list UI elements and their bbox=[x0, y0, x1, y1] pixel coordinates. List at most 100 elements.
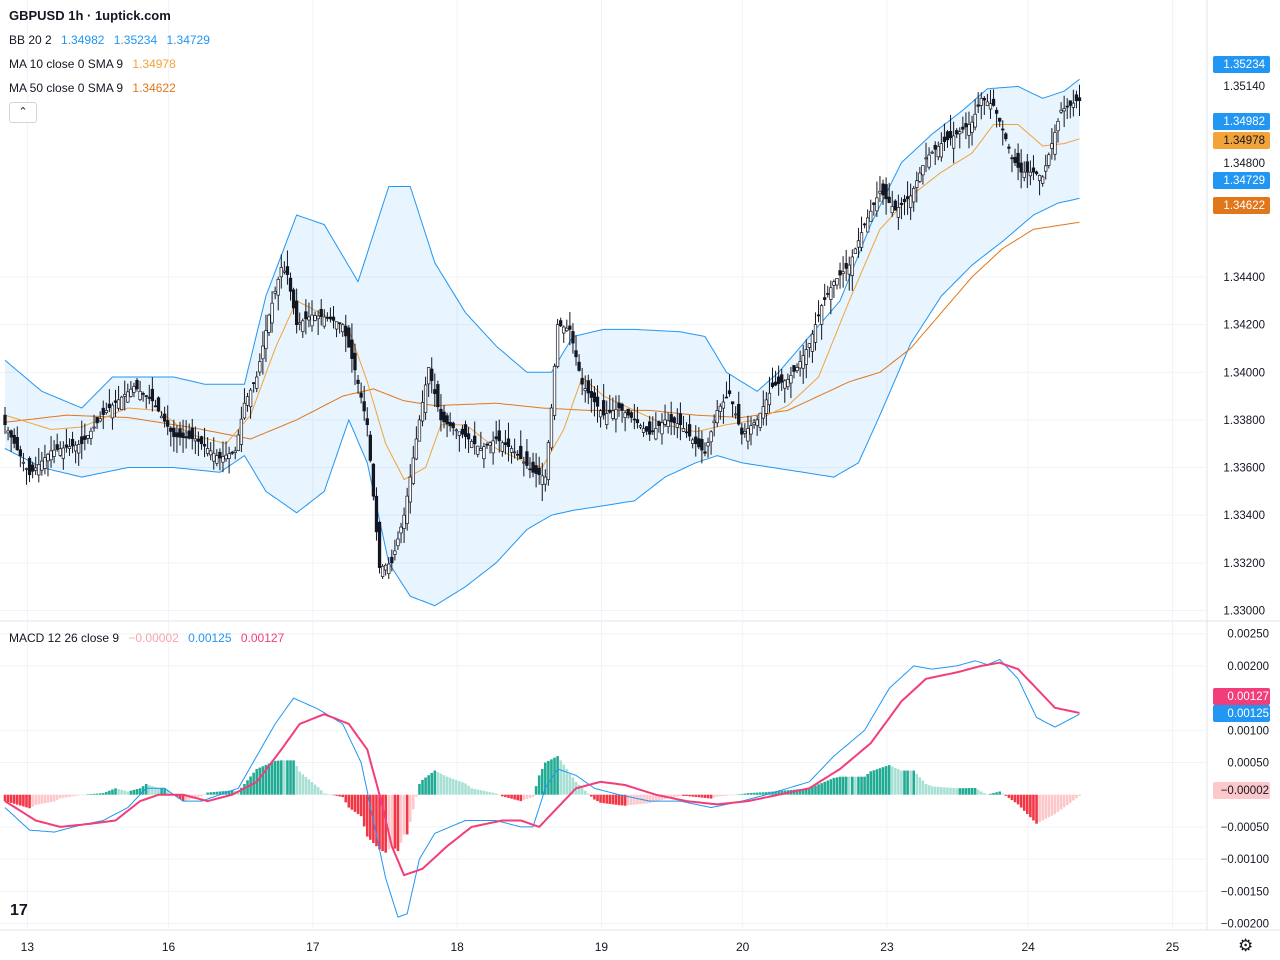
candle bbox=[427, 367, 431, 398]
candle-body bbox=[718, 405, 722, 412]
candle bbox=[691, 437, 695, 449]
candle-body bbox=[113, 400, 118, 403]
macd-histogram-bar bbox=[470, 788, 473, 795]
macd-histogram-bar bbox=[556, 756, 559, 795]
chevron-up-icon[interactable]: ⌃ bbox=[9, 102, 37, 123]
candle bbox=[761, 390, 765, 426]
price-label-box bbox=[1213, 197, 1270, 214]
candle bbox=[902, 194, 907, 216]
candle bbox=[1065, 98, 1069, 120]
candle bbox=[202, 427, 207, 458]
macd-histogram-bar bbox=[562, 764, 566, 795]
candle-body bbox=[577, 361, 581, 371]
legend-ma50[interactable]: MA 50 close 0 SMA 9 1.34622 bbox=[9, 81, 182, 95]
price-pane[interactable] bbox=[3, 78, 1082, 607]
candle-body bbox=[233, 450, 237, 453]
candle-body bbox=[727, 390, 732, 395]
candle-body bbox=[740, 427, 744, 435]
candle-body bbox=[660, 422, 664, 435]
candle-body bbox=[150, 388, 155, 402]
candle-body bbox=[169, 427, 173, 432]
candle bbox=[601, 384, 606, 420]
macd-histogram-bar bbox=[970, 788, 974, 795]
candle-body bbox=[457, 431, 462, 436]
macd-histogram-bar bbox=[37, 794, 41, 805]
macd-histogram-bar bbox=[531, 794, 535, 797]
candle-body bbox=[810, 333, 815, 352]
tradingview-logo-icon[interactable]: 17 bbox=[10, 902, 28, 919]
macd-histogram-bar bbox=[1001, 793, 1005, 795]
candle bbox=[801, 344, 805, 384]
macd-histogram-bar bbox=[95, 793, 99, 795]
candle bbox=[255, 371, 259, 393]
candle bbox=[500, 440, 504, 457]
macd-histogram-bar bbox=[998, 791, 1001, 795]
macd-histogram-bar bbox=[660, 794, 664, 800]
macd-histogram-bar bbox=[326, 793, 329, 795]
macd-histogram-bar bbox=[80, 794, 84, 796]
candle-body bbox=[896, 207, 901, 218]
candle bbox=[1074, 90, 1079, 109]
candle bbox=[282, 261, 287, 275]
macd-histogram-bar bbox=[154, 787, 157, 795]
candle bbox=[1047, 152, 1051, 169]
macd-histogram-bar bbox=[166, 790, 170, 795]
candle bbox=[169, 426, 173, 447]
candle-body bbox=[135, 379, 139, 390]
candle bbox=[439, 394, 443, 432]
candle-body bbox=[709, 431, 713, 443]
macd-histogram-bar bbox=[599, 794, 602, 803]
candle bbox=[580, 367, 584, 396]
candle-body bbox=[875, 197, 879, 212]
price-label-bb_lower: 1.34729 bbox=[1223, 175, 1265, 187]
candle bbox=[89, 427, 93, 446]
candle bbox=[482, 442, 486, 469]
macd-histogram-bar bbox=[46, 794, 50, 803]
macd-pane[interactable] bbox=[3, 659, 1081, 918]
candle bbox=[1050, 128, 1054, 160]
candle-body bbox=[331, 316, 336, 321]
candle-body bbox=[46, 453, 50, 462]
macd-histogram-bar bbox=[55, 794, 59, 800]
candle-body bbox=[199, 436, 204, 445]
candle bbox=[982, 96, 986, 115]
macd-histogram-bar bbox=[712, 794, 716, 798]
macd-histogram-bar bbox=[1050, 794, 1054, 816]
candle bbox=[776, 365, 781, 396]
candle-body bbox=[1022, 171, 1026, 178]
macd-histogram-bar bbox=[540, 768, 544, 795]
candle-body bbox=[641, 428, 646, 433]
candle bbox=[847, 256, 851, 291]
candle-body bbox=[221, 456, 225, 463]
candle-body bbox=[476, 445, 480, 455]
gear-icon[interactable]: ⚙ bbox=[1238, 936, 1254, 955]
candle bbox=[353, 343, 357, 386]
candle-body bbox=[187, 430, 191, 439]
candle bbox=[227, 446, 231, 474]
candle-body bbox=[328, 316, 333, 320]
candle-body bbox=[138, 390, 142, 400]
candle bbox=[116, 385, 121, 412]
candle bbox=[104, 402, 108, 415]
macd-histogram-bar bbox=[310, 781, 314, 795]
candle-body bbox=[945, 131, 950, 141]
price-label-box bbox=[1213, 113, 1270, 130]
candle-body bbox=[666, 420, 670, 427]
candle bbox=[175, 425, 179, 454]
candle bbox=[979, 92, 983, 120]
candle-body bbox=[746, 428, 750, 442]
candle bbox=[985, 93, 990, 107]
candle-body bbox=[838, 270, 842, 276]
macd-histogram-bar bbox=[350, 794, 354, 810]
candle bbox=[58, 441, 62, 457]
candle bbox=[543, 469, 547, 492]
candle-body bbox=[568, 325, 572, 330]
legend-bollinger[interactable]: BB 20 2 1.34982 1.35234 1.34729 bbox=[9, 33, 216, 47]
legend-ma10[interactable]: MA 10 close 0 SMA 9 1.34978 bbox=[9, 57, 182, 71]
candle bbox=[718, 403, 722, 420]
candle bbox=[417, 415, 422, 442]
legend-macd[interactable]: MACD 12 26 close 9 −0.00002 0.00125 0.00… bbox=[9, 631, 290, 645]
macd-histogram-bar bbox=[132, 789, 136, 795]
candle-body bbox=[672, 417, 676, 424]
candle bbox=[205, 437, 210, 457]
